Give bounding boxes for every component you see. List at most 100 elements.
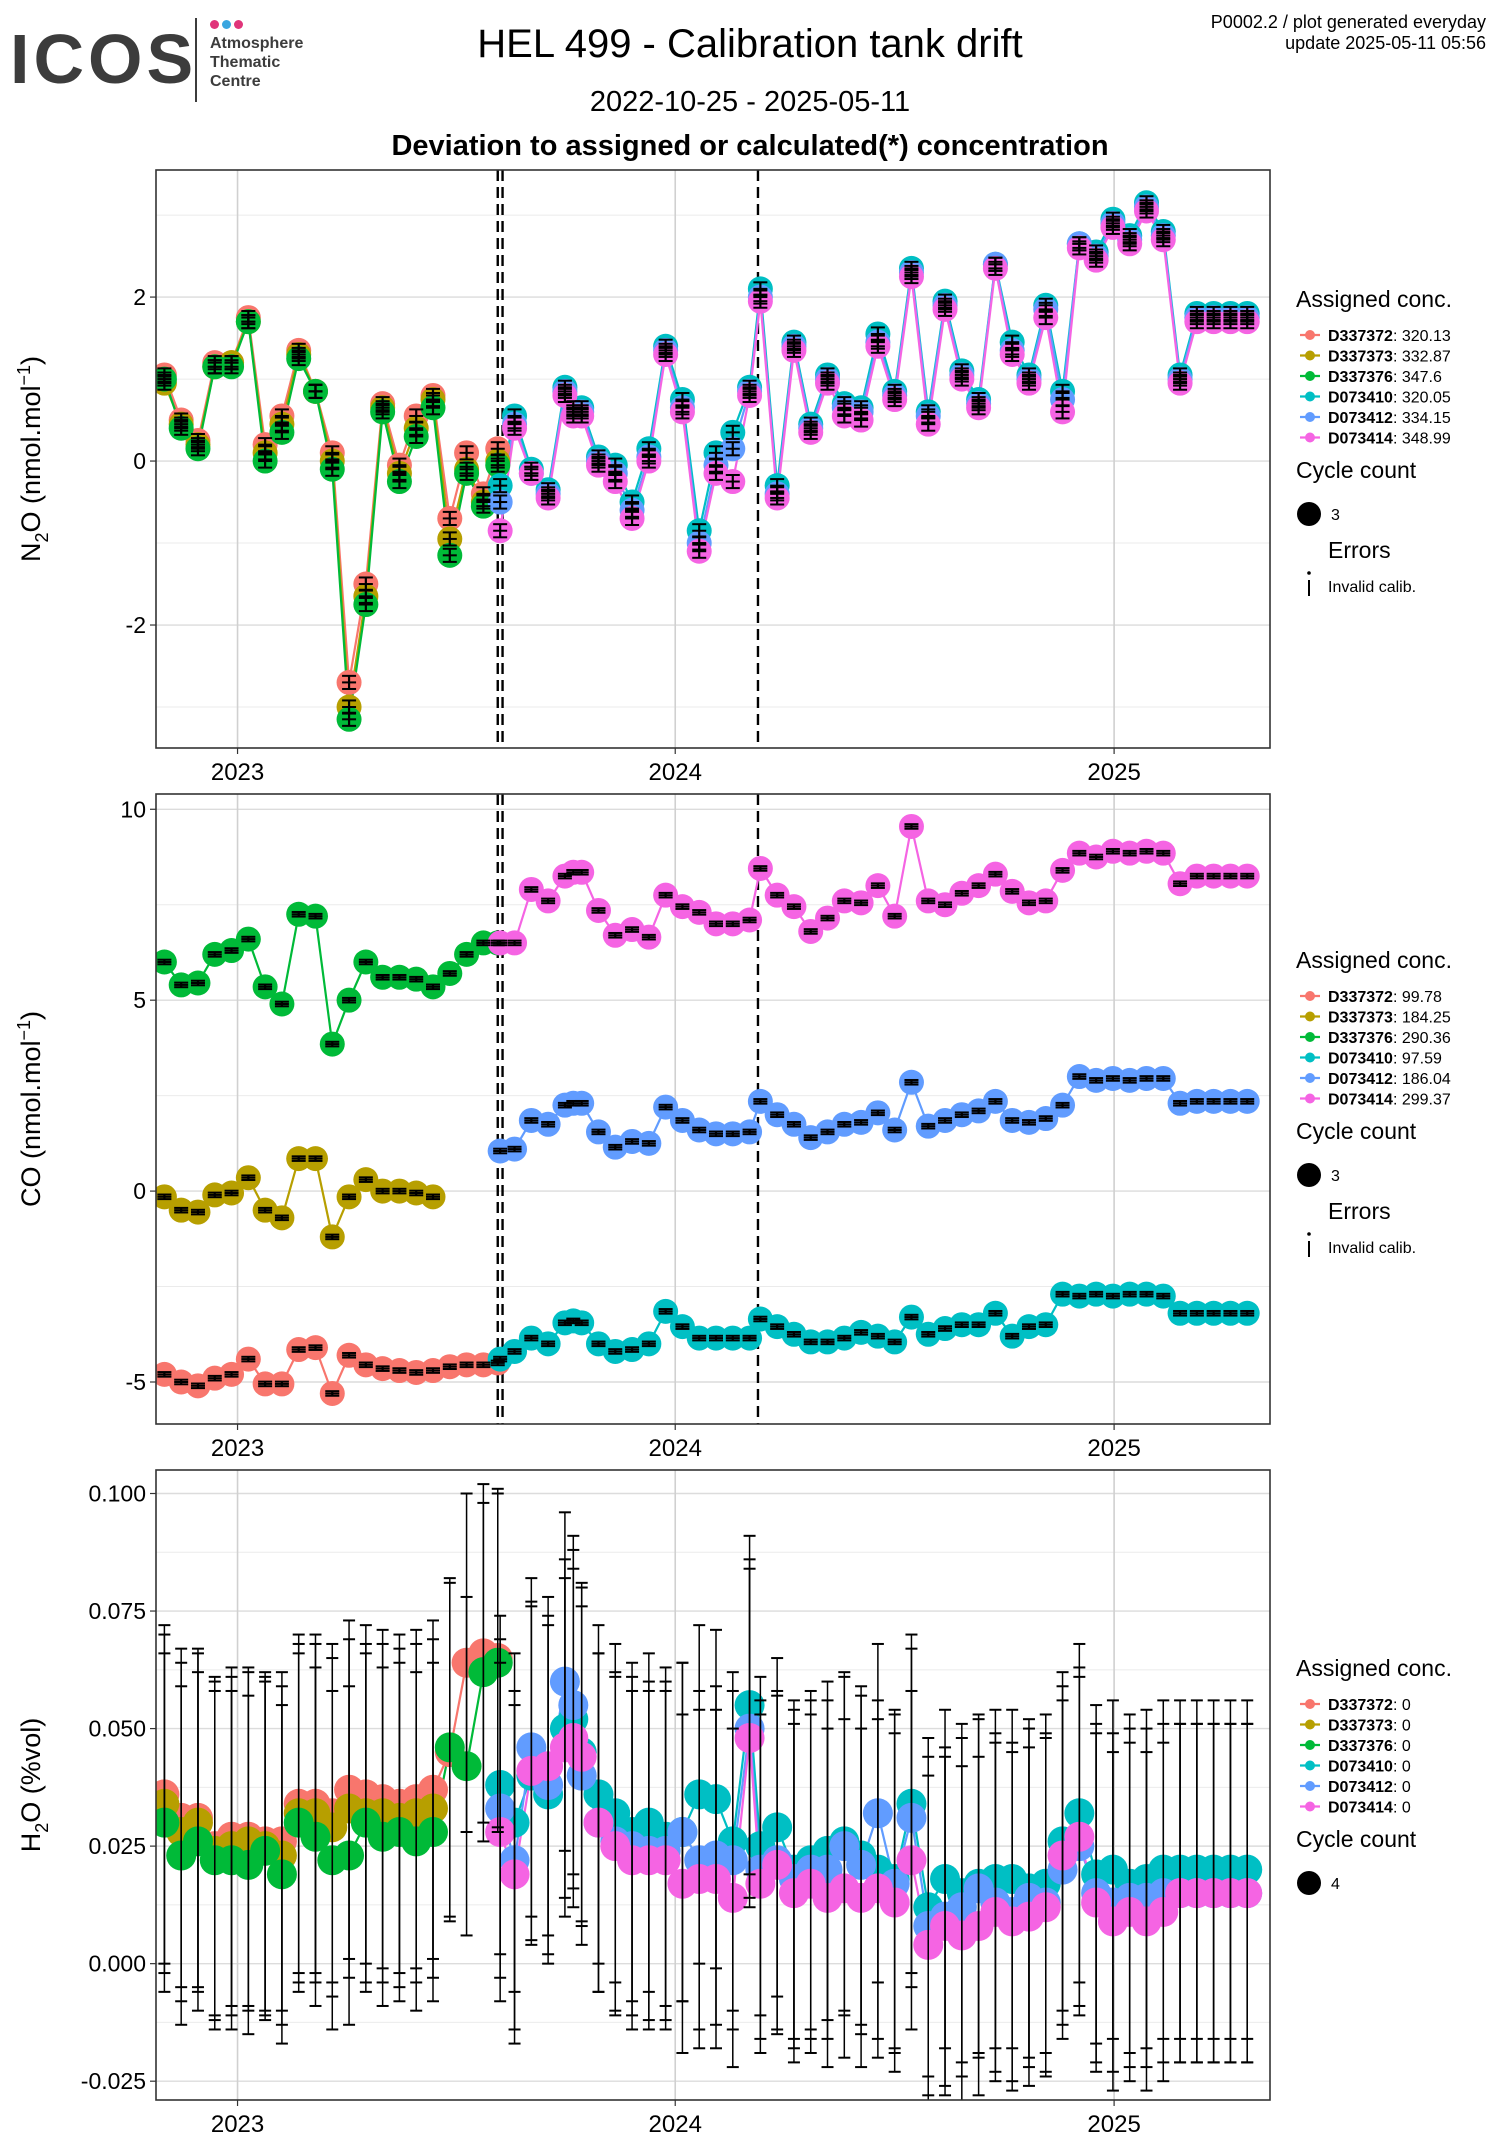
y-tick-label: 0.025 <box>88 1833 146 1859</box>
legend-entry-D337376: D337376: 0 <box>1328 1738 1411 1755</box>
y-axis-label: CO (nmol.mol−1) <box>14 1011 46 1207</box>
y-axis-label: N2O (nmol.mol−1) <box>14 356 52 562</box>
legend-key-point <box>1305 432 1315 443</box>
chart-panel-co: -5 0 5 10 2023 2024 2025 CO (nmol.mol−1) Assigne… <box>14 793 1452 1462</box>
x-tick-label: 2025 <box>1087 759 1140 786</box>
legend-n2o: Assigned conc. D337372: 320.13 D337373: 33… <box>1296 286 1452 596</box>
logo-line-1: Atmosphere <box>210 35 304 52</box>
y-tick-label: 0.100 <box>88 1481 146 1507</box>
y-tick-label: 5 <box>133 987 146 1013</box>
legend-title-cycle: Cycle count <box>1296 1118 1417 1144</box>
legend-key-point <box>1305 1740 1315 1750</box>
chart-subtitle: Deviation to assigned or calculated(*) c… <box>391 130 1109 162</box>
logo-dot-1 <box>210 20 219 29</box>
legend-key-point <box>1305 412 1315 422</box>
x-tick-label: 2025 <box>1087 1435 1140 1462</box>
legend-cycle-dot <box>1297 1871 1321 1895</box>
legend-title-errors: Errors <box>1328 537 1391 563</box>
x-tick-label: 2023 <box>211 2111 264 2138</box>
logo-line-2: Thematic <box>210 54 281 71</box>
plot-background <box>156 794 1270 1424</box>
data-point-D337376 <box>156 1807 180 1838</box>
legend-entry-D337376: D337376: 290.36 <box>1328 1030 1451 1047</box>
chart-panel-h2o: -0.025 0.000 0.025 0.050 0.075 0.100 2023 2024 2… <box>16 1469 1452 2138</box>
x-tick-label: 2023 <box>211 759 264 786</box>
date-range: 2022-10-25 - 2025-05-11 <box>589 86 911 118</box>
icos-logo: ICOS Atmosphere Thematic Centre <box>10 14 340 109</box>
legend-key-point <box>1305 1073 1315 1083</box>
legend-key-point <box>1305 330 1315 340</box>
legend-title-errors: Errors <box>1328 1198 1391 1224</box>
logo-line-3: Centre <box>210 73 261 90</box>
legend-key-point <box>1305 1052 1315 1063</box>
legend-entry-D337372: D337372: 0 <box>1328 1697 1411 1714</box>
y-tick-label: 0.050 <box>88 1716 146 1742</box>
plot-border <box>155 169 1271 749</box>
y-tick-label: 0 <box>133 448 146 474</box>
x-tick-label: 2023 <box>211 1435 264 1462</box>
plot-border <box>155 1469 1271 2101</box>
legend-entry-D073414: D073414: 0 <box>1328 1800 1411 1817</box>
plot-border <box>155 793 1271 1425</box>
legend-entry-D073410: D073410: 320.05 <box>1328 390 1451 407</box>
legend-cycle-value: 3 <box>1331 1168 1340 1185</box>
legend-entry-D337373: D337373: 0 <box>1328 1718 1411 1735</box>
legend-cycle-value: 3 <box>1331 507 1340 524</box>
legend-entry-D073412: D073412: 334.15 <box>1328 410 1451 427</box>
legend-key-point <box>1305 1011 1315 1022</box>
legend-title-cycle: Cycle count <box>1296 1826 1417 1852</box>
legend-title-assigned: Assigned conc. <box>1296 1655 1452 1681</box>
legend-entry-D337373: D337373: 332.87 <box>1328 349 1451 366</box>
legend-invalid-label: Invalid calib. <box>1328 1240 1416 1257</box>
legend-h2o: Assigned conc. D337372: 0 D337373: 0 D33737… <box>1296 1655 1452 1895</box>
logo-wordmark: ICOS <box>10 20 198 98</box>
y-tick-label: -0.025 <box>81 2068 146 2094</box>
legend-key-point <box>1305 1760 1315 1771</box>
note-line-2: update 2025-05-11 05:56 <box>1285 33 1486 53</box>
logo-dot-3 <box>234 20 243 29</box>
x-tick-label: 2025 <box>1087 2111 1140 2138</box>
legend-entry-D073412: D073412: 186.04 <box>1328 1071 1451 1088</box>
generation-note: P0002.2 / plot generated everyday update… <box>1211 12 1486 54</box>
note-line-1: P0002.2 / plot generated everyday <box>1210 12 1486 32</box>
plot-data <box>156 170 1260 748</box>
legend-invalid-label: Invalid calib. <box>1328 579 1416 596</box>
y-tick-label: -5 <box>126 1369 146 1395</box>
y-tick-label: 2 <box>133 284 146 310</box>
legend-key-point <box>1305 371 1315 381</box>
legend-key-point <box>1305 1032 1315 1042</box>
legend-title-cycle: Cycle count <box>1296 457 1417 483</box>
x-tick-label: 2024 <box>649 1435 702 1462</box>
legend-cycle-dot <box>1297 502 1321 526</box>
y-tick-label: -2 <box>126 612 146 638</box>
plot-data <box>156 1483 1263 2100</box>
legend-entry-D337372: D337372: 320.13 <box>1328 328 1451 345</box>
legend-entry-D337372: D337372: 99.78 <box>1328 989 1442 1006</box>
legend-error-key-dot <box>1307 571 1311 575</box>
legend-entry-D073412: D073412: 0 <box>1328 1779 1411 1796</box>
legend-entry-D337373: D337373: 184.25 <box>1328 1010 1451 1027</box>
legend-title-assigned: Assigned conc. <box>1296 947 1452 973</box>
legend-cycle-dot <box>1297 1163 1321 1187</box>
legend-key-point <box>1305 1801 1315 1812</box>
legend-entry-D073410: D073410: 0 <box>1328 1759 1411 1776</box>
legend-title-assigned: Assigned conc. <box>1296 286 1452 312</box>
y-tick-label: 0 <box>133 1178 146 1204</box>
logo-dot-2 <box>222 20 231 29</box>
logo-divider <box>195 18 197 102</box>
y-tick-label: 10 <box>120 796 146 822</box>
y-axis-label: H2O (%vol) <box>16 1718 52 1853</box>
plot-data <box>156 794 1260 1424</box>
logo-dots <box>210 16 246 34</box>
legend-key-point <box>1305 1093 1315 1104</box>
legend-key-point <box>1305 991 1315 1001</box>
legend-cycle-value: 4 <box>1331 1876 1340 1893</box>
legend-key-point <box>1305 1781 1315 1791</box>
y-tick-label: 0.075 <box>88 1598 146 1624</box>
legend-key-point <box>1305 1699 1315 1709</box>
x-tick-label: 2024 <box>649 2111 702 2138</box>
legend-error-key-dot <box>1307 1232 1311 1236</box>
y-tick-label: 0.000 <box>88 1951 146 1977</box>
page-title: HEL 499 - Calibration tank drift <box>477 22 1023 66</box>
